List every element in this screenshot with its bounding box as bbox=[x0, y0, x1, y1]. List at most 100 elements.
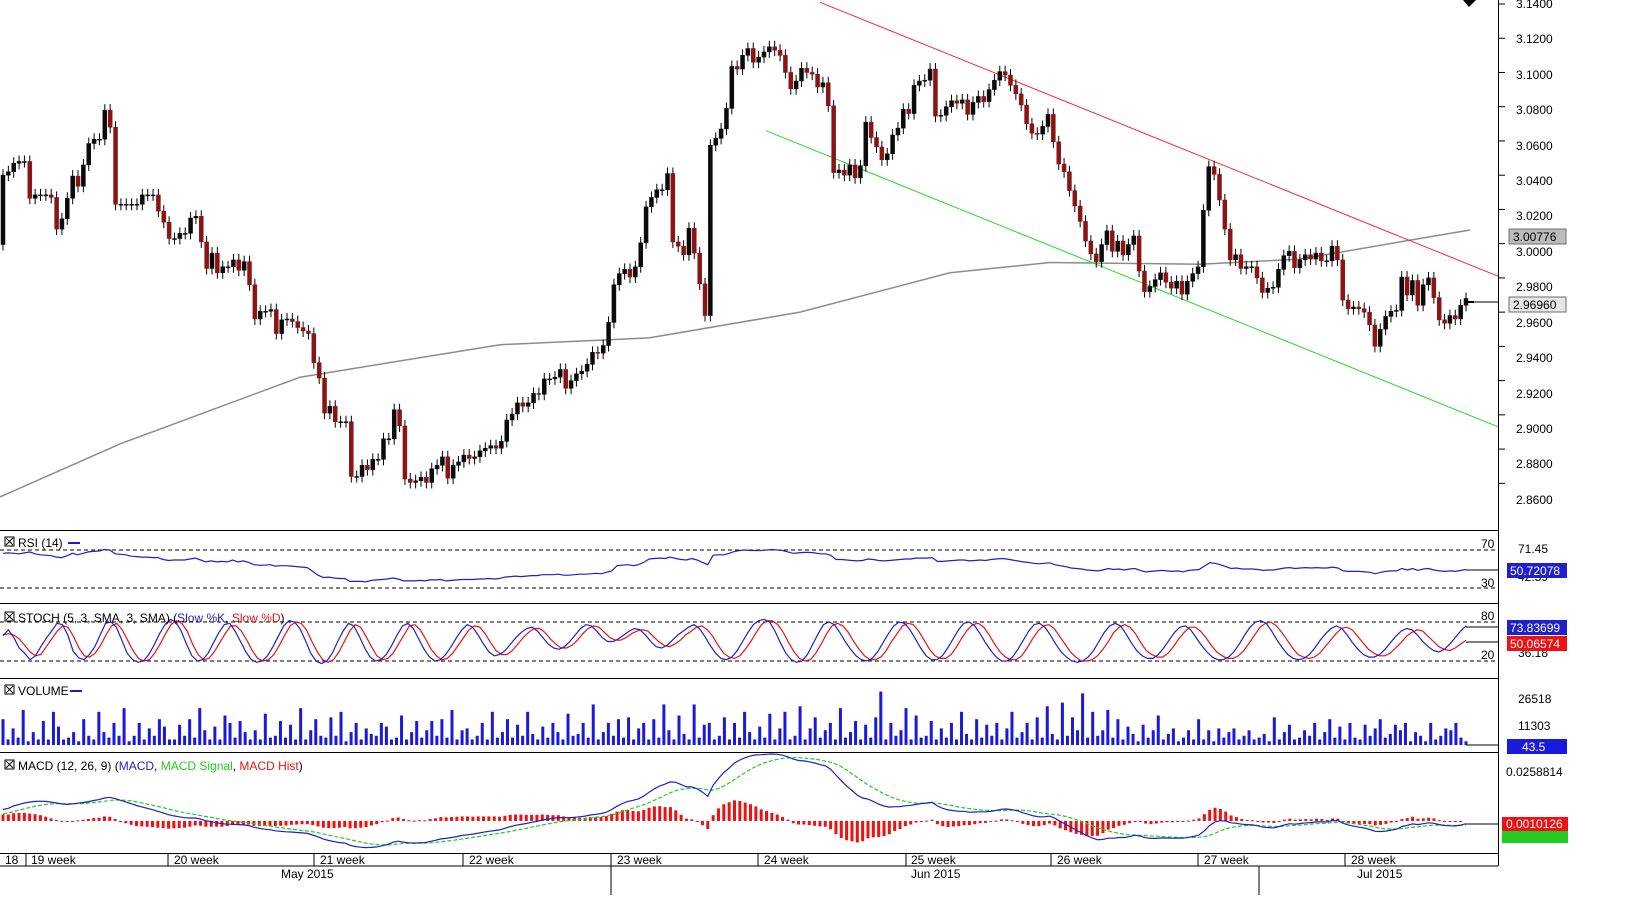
candle bbox=[692, 222, 697, 260]
candle-body bbox=[1260, 277, 1265, 293]
candle-body bbox=[370, 459, 376, 470]
volume-bar bbox=[56, 726, 60, 745]
volume-bar bbox=[415, 721, 419, 745]
volume-bar bbox=[480, 722, 484, 745]
macd-hist-bar bbox=[668, 807, 672, 821]
macd-hist-bar bbox=[1053, 820, 1057, 826]
volume-panel[interactable]: VOLUME 26518 11303 43.5 bbox=[1, 684, 1568, 754]
macd-hist-bar bbox=[615, 811, 619, 821]
macd-legend-close: ) bbox=[299, 759, 303, 773]
volume-bar bbox=[611, 735, 615, 745]
macd-hist-bar bbox=[385, 820, 389, 822]
candle bbox=[70, 170, 75, 205]
candle bbox=[943, 100, 949, 122]
candle-body bbox=[1238, 254, 1244, 269]
volume-bar bbox=[314, 719, 318, 745]
candle bbox=[911, 79, 917, 120]
candle-body bbox=[547, 378, 552, 381]
volume-axis-mid-label: 11303 bbox=[1518, 719, 1551, 733]
volume-bar bbox=[808, 728, 812, 745]
candle-body bbox=[1206, 166, 1212, 211]
candle bbox=[306, 324, 311, 340]
candle-body bbox=[118, 204, 124, 206]
candle bbox=[1077, 200, 1083, 228]
volume-bar bbox=[1086, 737, 1090, 745]
rsi-path bbox=[2, 548, 1467, 583]
macd-hist-bar bbox=[498, 816, 502, 821]
candle bbox=[140, 188, 145, 211]
volume-bar bbox=[485, 739, 489, 745]
candle bbox=[1436, 291, 1442, 326]
candle-body bbox=[231, 259, 236, 268]
macd-panel[interactable]: MACD (12, 26, 9) (MACD, MACD Signal, MAC… bbox=[1, 753, 1569, 849]
volume-bar bbox=[556, 732, 560, 745]
volume-value-box: 43.5 bbox=[1507, 739, 1567, 754]
candle bbox=[1238, 248, 1244, 275]
volume-bar bbox=[934, 739, 938, 745]
candle bbox=[879, 140, 885, 166]
candle-body bbox=[692, 228, 697, 254]
candle bbox=[1110, 224, 1115, 258]
macd-hist-bar bbox=[353, 820, 357, 829]
macd-hist-bar bbox=[898, 820, 902, 829]
volume-bar bbox=[652, 719, 656, 745]
candle bbox=[1142, 265, 1147, 298]
candle bbox=[461, 449, 467, 468]
macd-hist-bar bbox=[797, 820, 801, 825]
price-tick-label: 2.9600 bbox=[1516, 316, 1553, 330]
volume-bar bbox=[521, 735, 525, 745]
rsi-panel[interactable]: RSI (14) 70 30 71.45 42.59 50.72078 bbox=[0, 536, 1567, 590]
volume-bar bbox=[152, 735, 156, 745]
macd-hist-bar bbox=[33, 814, 37, 821]
candle bbox=[274, 303, 279, 340]
candle-body bbox=[697, 252, 702, 285]
volume-bar bbox=[490, 711, 494, 745]
volume-bar bbox=[16, 737, 20, 745]
price-axis-ticks bbox=[1498, 3, 1505, 484]
volume-bar bbox=[561, 739, 565, 745]
candle bbox=[402, 419, 408, 486]
volume-bar bbox=[218, 739, 222, 745]
stoch-panel[interactable]: STOCH (5, 3, SMA, 3, SMA) (Slow %K, Slow… bbox=[0, 609, 1567, 665]
volume-bar bbox=[884, 739, 888, 745]
macd-hist-bar bbox=[967, 820, 971, 826]
week-label: 20 week bbox=[174, 853, 220, 867]
scroll-marker-icon[interactable] bbox=[1463, 0, 1476, 7]
price-tick-label: 3.1200 bbox=[1516, 32, 1553, 46]
candle bbox=[247, 255, 252, 291]
macd-hist-bar bbox=[236, 820, 240, 825]
candle bbox=[917, 75, 922, 92]
candle-body bbox=[627, 269, 633, 278]
week-label: 25 week bbox=[911, 853, 957, 867]
candle-body bbox=[600, 345, 606, 354]
macd-hist-bar bbox=[946, 820, 950, 828]
candle bbox=[1206, 160, 1212, 217]
volume-bar bbox=[833, 739, 837, 745]
candle-body bbox=[879, 146, 885, 161]
rsi-level-high-label: 70 bbox=[1481, 537, 1495, 551]
candle bbox=[1249, 260, 1254, 273]
candle-body bbox=[11, 162, 16, 173]
volume-bar bbox=[546, 737, 550, 745]
candle bbox=[11, 157, 16, 178]
macd-hist-value-box: 0.0010126 bbox=[1502, 817, 1568, 831]
candle bbox=[16, 155, 22, 170]
volume-bar bbox=[51, 711, 55, 745]
candle-body bbox=[1356, 306, 1362, 309]
candle-body bbox=[215, 252, 220, 274]
price-panel[interactable]: 3.1400 3.1200 3.1000 3.0800 3.0600 3.040… bbox=[0, 0, 1567, 530]
candle bbox=[424, 471, 429, 489]
macd-hist-bar bbox=[289, 820, 293, 825]
candle bbox=[1029, 117, 1035, 140]
candle bbox=[279, 313, 284, 340]
macd-hist-bar bbox=[973, 820, 977, 825]
candle-body bbox=[745, 48, 751, 56]
macd-hist-bar bbox=[12, 813, 16, 821]
candle bbox=[231, 253, 236, 273]
volume-bar bbox=[531, 733, 535, 745]
macd-hist-bar bbox=[818, 820, 822, 827]
panel-borders bbox=[0, 0, 1499, 866]
volume-bar bbox=[803, 739, 807, 745]
macd-hist-bar bbox=[1320, 819, 1324, 821]
